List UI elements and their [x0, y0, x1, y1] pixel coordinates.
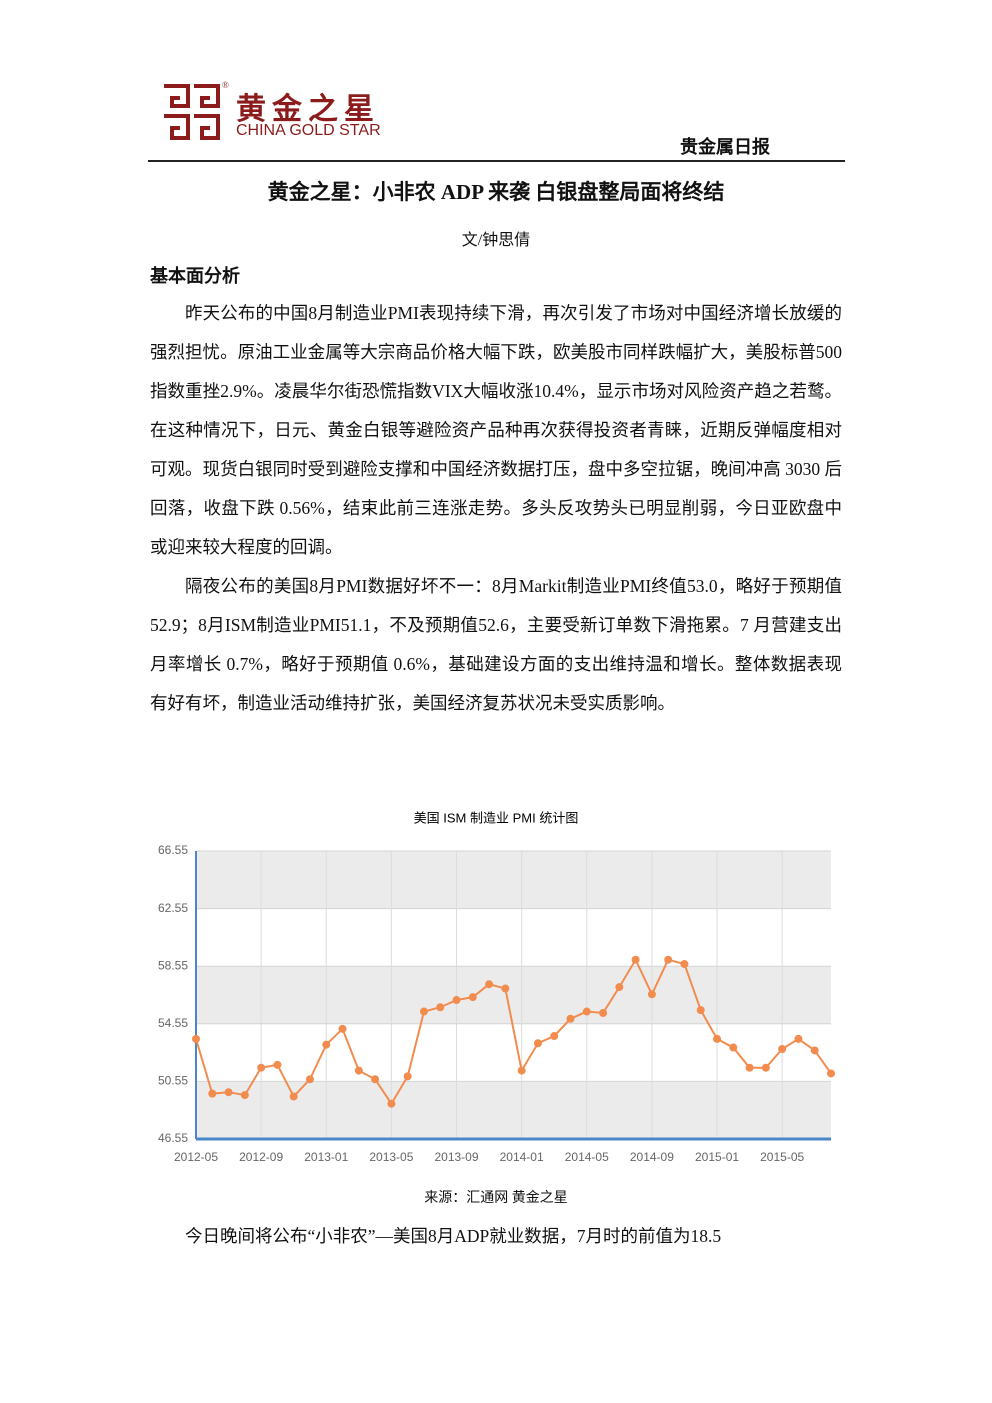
- paragraph: 今日晚间将公布“小非农”—美国8月ADP就业数据，7月时的前值为18.5: [185, 1226, 722, 1246]
- point: [647, 990, 656, 999]
- point: [354, 1066, 363, 1075]
- point: [208, 1089, 217, 1098]
- article-title: 黄金之星：小非农 ADP 来袭 白银盘整局面将终结: [267, 180, 725, 204]
- x-tick-label: 2014-01: [500, 1150, 544, 1164]
- point: [387, 1099, 396, 1108]
- chart: 美国 ISM 制造业 PMI 统计图 46.55 50.55 54.55 58.55 6…: [158, 810, 835, 1164]
- x-tick-label: 2012-05: [174, 1150, 218, 1164]
- logo-en: CHINA GOLD STAR: [236, 122, 381, 139]
- point: [810, 1046, 819, 1055]
- point: [533, 1039, 542, 1048]
- point: [322, 1040, 331, 1049]
- body: 昨天公布的中国8月制造业PMI表现持续下滑，再次引发了市场对中国经济增长放缓的强…: [150, 294, 842, 723]
- point: [403, 1072, 412, 1081]
- point: [827, 1069, 835, 1078]
- x-tick-label: 2014-05: [565, 1150, 609, 1164]
- author: 文/钟思倩: [461, 232, 531, 249]
- x-tick-label: 2013-01: [304, 1150, 348, 1164]
- point: [289, 1092, 298, 1101]
- point: [631, 955, 640, 964]
- x-tick-label: 2012-09: [239, 1150, 283, 1164]
- line: [195, 957, 832, 1106]
- paragraph: 隔夜公布的美国8月PMI数据好坏不一：8月Markit制造业PMI终值53.0，…: [150, 576, 842, 713]
- point: [729, 1043, 738, 1052]
- point: [761, 1063, 770, 1072]
- logo-registered: ®: [222, 80, 229, 90]
- point: [664, 955, 673, 964]
- point: [599, 1009, 608, 1017]
- point: [305, 1075, 314, 1084]
- point: [501, 984, 510, 993]
- point: [713, 1034, 722, 1043]
- point: [371, 1075, 380, 1084]
- point: [615, 983, 624, 992]
- body: 今日晚间将公布“小非农”—美国8月ADP就业数据，7月时的前值为18.5: [150, 1217, 850, 1256]
- point: [517, 1066, 526, 1075]
- grid-band: [196, 966, 831, 1024]
- point: [566, 1014, 575, 1023]
- point: [468, 993, 477, 1002]
- grid-band: [196, 908, 831, 967]
- x-tick-label: 2014-09: [630, 1150, 674, 1164]
- x-tick-label: 2015-05: [760, 1150, 804, 1164]
- point: [485, 980, 494, 989]
- y-tick-label: 46.55: [158, 1131, 188, 1145]
- chart-source: 来源：汇通网 黄金之星: [424, 1191, 568, 1206]
- point: [745, 1063, 754, 1072]
- section-heading: 基本面分析: [150, 266, 240, 286]
- point: [582, 1007, 591, 1016]
- point: [240, 1091, 249, 1100]
- report-type: 贵金属日报: [680, 137, 770, 157]
- point: [273, 1060, 282, 1069]
- grid-band: [196, 1081, 831, 1139]
- point: [696, 1006, 705, 1015]
- point: [257, 1063, 266, 1072]
- chart-title: 美国 ISM 制造业 PMI 统计图: [414, 810, 579, 825]
- header-rule: [148, 160, 845, 162]
- point: [778, 1045, 787, 1053]
- logo-icon: [164, 84, 220, 140]
- point: [436, 1003, 445, 1012]
- point: [794, 1034, 803, 1043]
- y-tick-label: 66.55: [158, 843, 188, 857]
- point: [224, 1088, 233, 1097]
- y-tick-label: 50.55: [158, 1074, 188, 1088]
- y-tick-label: 58.55: [158, 958, 188, 972]
- point: [419, 1007, 428, 1016]
- paragraph: 昨天公布的中国8月制造业PMI表现持续下滑，再次引发了市场对中国经济增长放缓的强…: [150, 303, 842, 557]
- point: [680, 960, 689, 969]
- logo-cn: 黄金之星: [236, 93, 380, 126]
- y-tick-label: 62.55: [158, 901, 188, 915]
- x-tick-label: 2013-05: [369, 1150, 413, 1164]
- y-tick-label: 54.55: [158, 1016, 188, 1030]
- x-tick-label: 2015-01: [695, 1150, 739, 1164]
- point: [452, 996, 461, 1005]
- point: [338, 1024, 347, 1033]
- x-tick-label: 2013-09: [434, 1150, 478, 1164]
- grid-band: [196, 851, 831, 909]
- point: [192, 1034, 200, 1043]
- point: [550, 1032, 559, 1041]
